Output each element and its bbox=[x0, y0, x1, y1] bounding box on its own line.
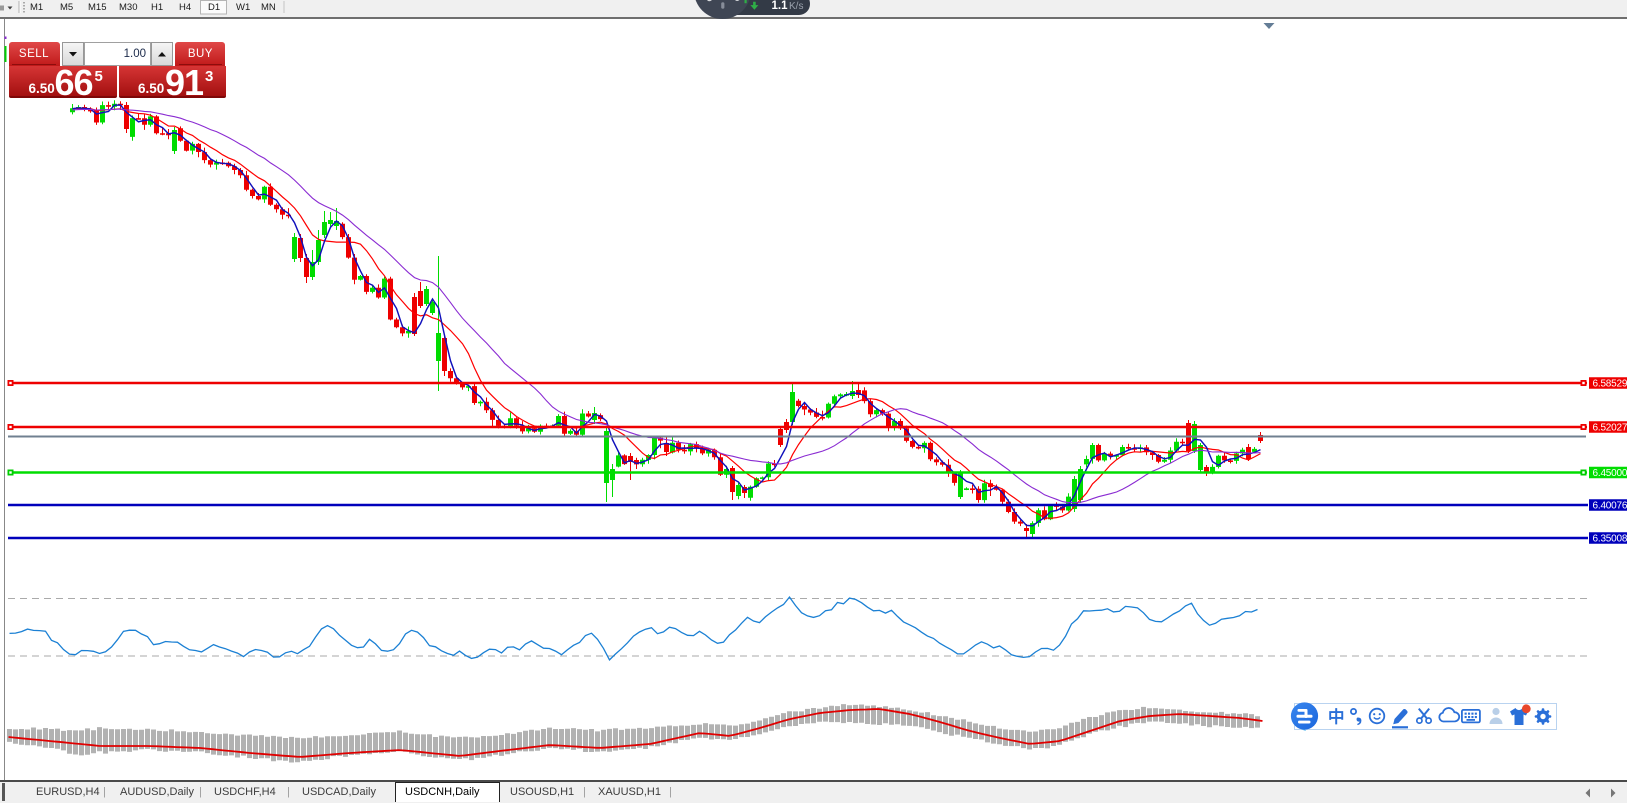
svg-text:中: 中 bbox=[1328, 707, 1345, 727]
svg-text:6.35008: 6.35008 bbox=[1593, 534, 1627, 545]
svg-text:6.45000: 6.45000 bbox=[1593, 468, 1627, 479]
svg-text:6.40076: 6.40076 bbox=[1593, 501, 1627, 512]
svg-text:K/s: K/s bbox=[789, 1, 803, 12]
svg-text:6.52027: 6.52027 bbox=[1593, 423, 1627, 434]
svg-text:6.58529: 6.58529 bbox=[1593, 379, 1627, 390]
svg-text:1.1: 1.1 bbox=[772, 0, 789, 12]
